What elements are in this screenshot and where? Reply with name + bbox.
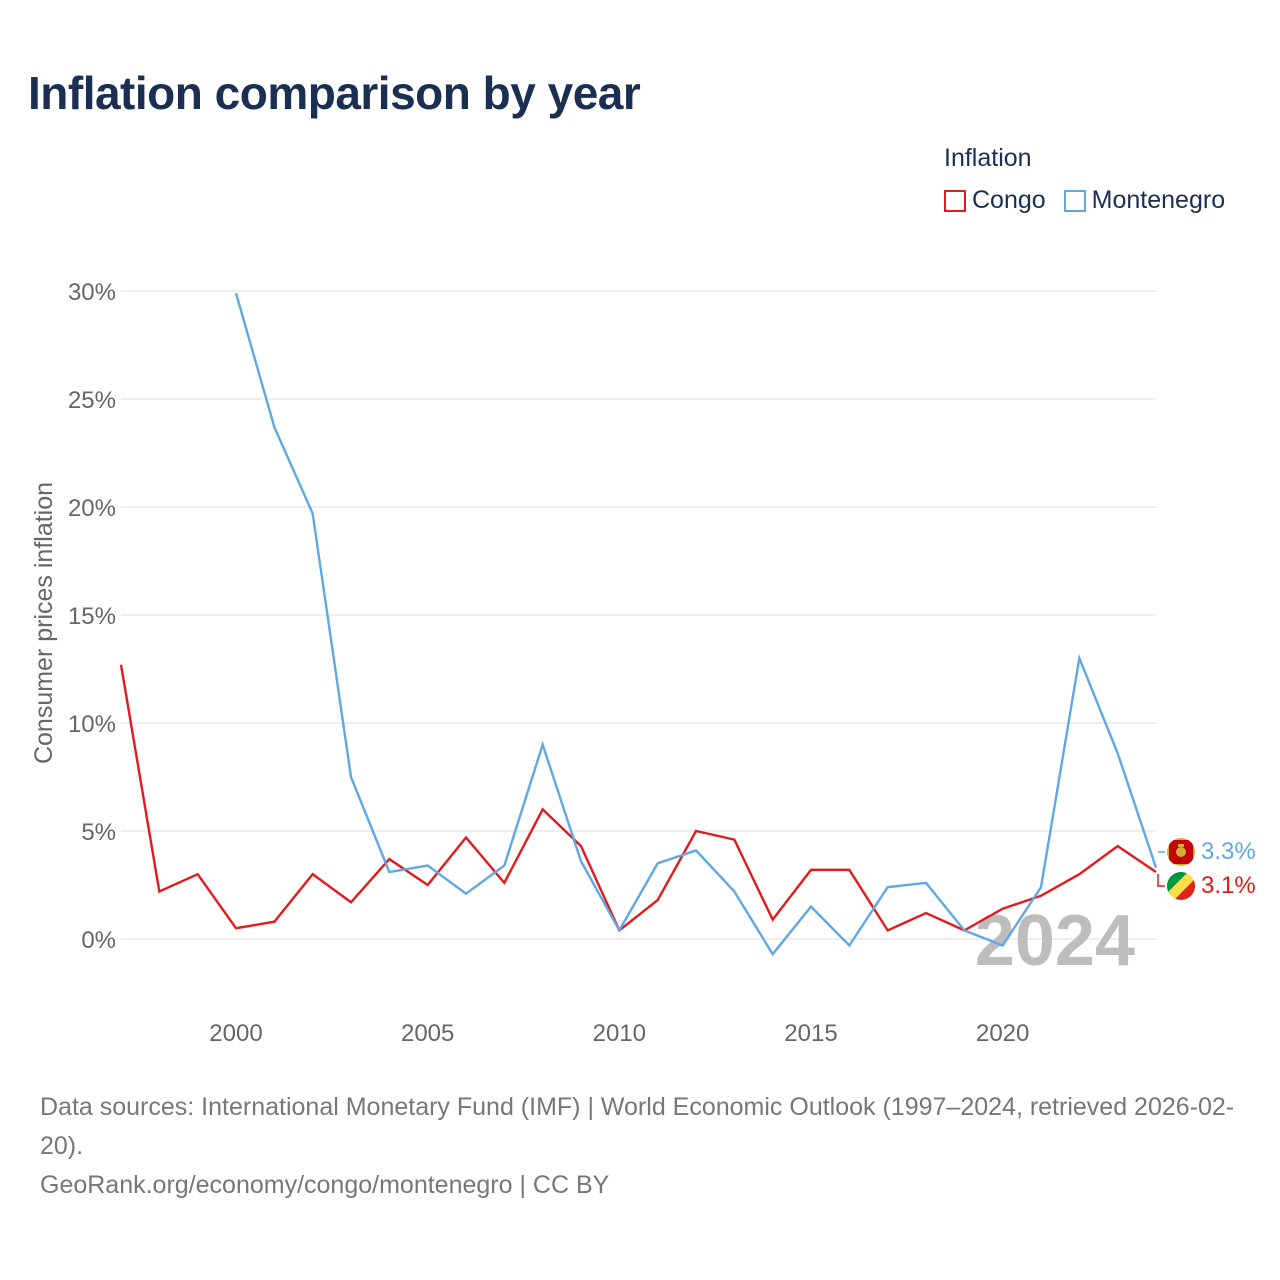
data-point-montenegro[interactable]: [690, 844, 702, 856]
x-tick-label: 2000: [209, 1020, 262, 1047]
data-point-montenegro[interactable]: [307, 507, 319, 519]
data-point-congo[interactable]: [115, 659, 127, 671]
data-point-congo[interactable]: [268, 916, 280, 928]
legend-label-congo: Congo: [972, 186, 1046, 214]
data-point-montenegro[interactable]: [498, 860, 510, 872]
data-point-congo[interactable]: [460, 831, 472, 843]
data-point-montenegro[interactable]: [460, 888, 472, 900]
data-point-montenegro[interactable]: [767, 948, 779, 960]
data-point-montenegro[interactable]: [843, 939, 855, 951]
page-title: Inflation comparison by year: [28, 67, 641, 119]
credit-link[interactable]: GeoRank.org/economy/congo/montenegro | C…: [40, 1171, 610, 1199]
legend: Congo Montenegro: [944, 186, 1225, 215]
data-point-montenegro[interactable]: [882, 881, 894, 893]
series-line-montenegro[interactable]: [234, 292, 1158, 957]
series-congo: [115, 659, 1157, 936]
data-point-montenegro[interactable]: [1073, 652, 1085, 664]
data-point-montenegro[interactable]: [268, 421, 280, 433]
data-point-montenegro[interactable]: [575, 855, 587, 867]
x-tick-label: 2015: [784, 1020, 837, 1047]
data-point-montenegro[interactable]: [1150, 862, 1162, 874]
data-point-congo[interactable]: [805, 864, 817, 876]
data-point-congo[interactable]: [690, 825, 702, 837]
data-point-montenegro[interactable]: [230, 287, 242, 299]
data-point-congo[interactable]: [498, 877, 510, 889]
congo-end-value: 3.1%: [1201, 872, 1256, 899]
legend-label-montenegro: Montenegro: [1091, 186, 1226, 214]
data-point-congo[interactable]: [153, 885, 165, 897]
data-point-congo[interactable]: [843, 864, 855, 876]
data-point-congo[interactable]: [307, 868, 319, 880]
data-point-montenegro[interactable]: [422, 860, 434, 872]
y-tick-label: 5%: [81, 819, 116, 846]
data-point-montenegro[interactable]: [1112, 747, 1124, 759]
series-montenegro: [230, 287, 1162, 960]
data-point-congo[interactable]: [882, 924, 894, 936]
y-tick-label: 10%: [68, 711, 116, 738]
data-point-congo[interactable]: [997, 903, 1009, 915]
data-point-congo[interactable]: [537, 803, 549, 815]
y-tick-label: 30%: [68, 279, 116, 306]
line-chart: 0%5%10%15%20%25%30%2000 2005 2010 2015 2020 …: [30, 279, 1256, 1047]
congo-end-connector: [1157, 874, 1165, 887]
legend-swatch-congo: [944, 189, 966, 212]
x-tick-label: 2010: [593, 1020, 646, 1047]
y-tick-label: 20%: [68, 495, 116, 522]
data-point-congo[interactable]: [422, 879, 434, 891]
data-point-montenegro[interactable]: [920, 877, 932, 889]
montenegro-end-value: 3.3%: [1201, 838, 1256, 865]
year-watermark: 2024: [975, 901, 1135, 981]
y-tick-label: 15%: [68, 603, 116, 630]
data-point-congo[interactable]: [767, 914, 779, 926]
y-tick-label: 0%: [81, 927, 116, 954]
data-point-montenegro[interactable]: [997, 939, 1009, 951]
data-point-montenegro[interactable]: [613, 924, 625, 936]
x-tick-label: 2020: [976, 1020, 1029, 1047]
data-point-congo[interactable]: [1112, 840, 1124, 852]
data-point-congo[interactable]: [652, 894, 664, 906]
data-point-montenegro[interactable]: [652, 857, 664, 869]
data-point-congo[interactable]: [230, 922, 242, 934]
data-point-montenegro[interactable]: [383, 866, 395, 878]
data-point-congo[interactable]: [1073, 868, 1085, 880]
series-line-congo[interactable]: [119, 664, 1157, 933]
footer: Data sources: International Monetary Fun…: [40, 1088, 1250, 1205]
data-point-montenegro[interactable]: [958, 924, 970, 936]
y-tick-label: 25%: [68, 387, 116, 414]
legend-title: Inflation: [944, 144, 1032, 172]
y-axis-label: Consumer prices inflation: [30, 482, 58, 764]
data-point-montenegro[interactable]: [805, 901, 817, 913]
data-sources-note: Data sources: International Monetary Fun…: [40, 1093, 1235, 1160]
x-tick-label: 2005: [401, 1020, 454, 1047]
data-point-congo[interactable]: [192, 868, 204, 880]
data-point-montenegro[interactable]: [345, 771, 357, 783]
data-point-congo[interactable]: [345, 896, 357, 908]
data-point-congo[interactable]: [728, 834, 740, 846]
congo-flag-icon: [1167, 872, 1195, 900]
data-point-montenegro[interactable]: [728, 885, 740, 897]
montenegro-flag-icon: [1167, 838, 1195, 866]
legend-swatch-montenegro: [1063, 189, 1086, 212]
data-point-montenegro[interactable]: [537, 739, 549, 751]
data-point-congo[interactable]: [920, 907, 932, 919]
legend-item-congo[interactable]: Congo: [944, 186, 1046, 215]
data-point-montenegro[interactable]: [1035, 881, 1047, 893]
legend-item-montenegro[interactable]: Montenegro: [1063, 186, 1226, 215]
